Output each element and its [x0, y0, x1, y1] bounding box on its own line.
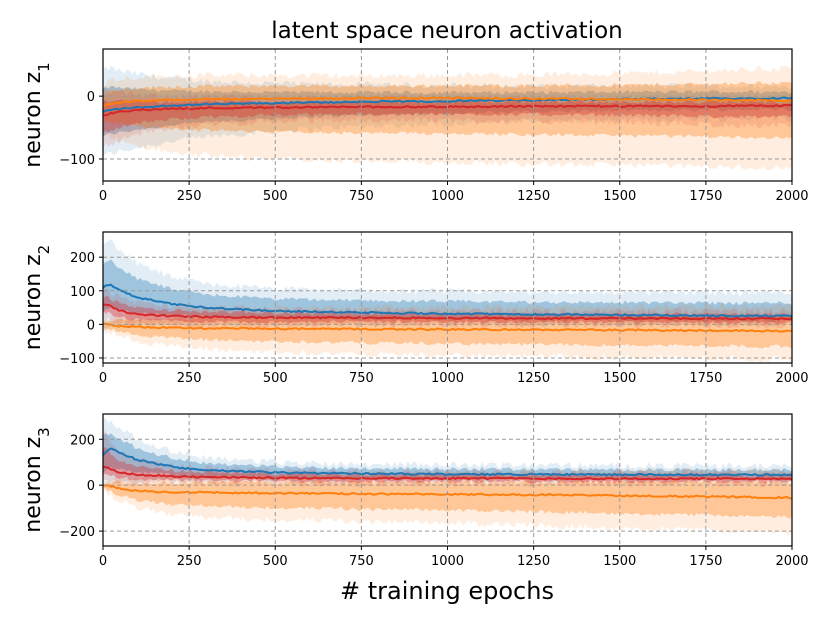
band-inner-orange	[103, 81, 792, 140]
x-tick-label: 1000	[431, 371, 464, 386]
panels: 0 250 500 750 1000 1250 1500 1750 20000−100neuro…	[21, 48, 809, 569]
x-tick-label: 750	[349, 189, 374, 204]
band-inner-red	[103, 446, 792, 484]
x-tick-label: 1000	[431, 554, 464, 569]
band-outer-blue	[103, 418, 792, 487]
panel-1: 0 250 500 750 1000 1250 1500 1750 2000 0 −100 neuro…	[21, 48, 809, 204]
y-axis-label: neuron z2	[21, 245, 53, 350]
series-line-blue	[103, 447, 792, 477]
x-tick-label: 2000	[775, 554, 808, 569]
y-axis-label: neuron z3	[21, 427, 53, 532]
x-tick-label: 750	[349, 554, 374, 569]
x-tick-label: 500	[263, 371, 288, 386]
chart-title: latent space neuron activation	[271, 18, 622, 44]
y-tick-label: 0	[87, 90, 95, 105]
series-line-orange	[103, 322, 792, 333]
band-outer-blue	[103, 66, 792, 158]
x-tick-label: 2000	[775, 371, 808, 386]
x-tick-label: 250	[177, 189, 202, 204]
x-tick-label: 1250	[517, 554, 550, 569]
x-tick-label: 0	[99, 189, 107, 204]
panel-2: 0 250 500 750 1000 1250 1500 1750 20002001000−10…	[21, 231, 809, 386]
x-tick-label: 250	[177, 554, 202, 569]
x-tick-label: 500	[263, 554, 288, 569]
band-inner-blue	[103, 433, 792, 481]
y-tick-label: 0	[87, 318, 95, 333]
x-tick-label: 1500	[603, 371, 636, 386]
x-tick-label: 2000	[775, 189, 808, 204]
y-tick-label: 0	[87, 479, 95, 494]
y-tick-label: 100	[70, 285, 95, 300]
x-tick-label: 500	[263, 189, 288, 204]
x-tick-label: 1500	[603, 554, 636, 569]
x-tick-label: 1750	[689, 554, 722, 569]
y-tick-label: −100	[59, 352, 95, 367]
y-axis-label: neuron z1	[21, 62, 53, 167]
series-line-blue	[103, 283, 792, 318]
x-tick-label: 0	[99, 554, 107, 569]
x-tick-label: 1500	[603, 189, 636, 204]
y-tick-label: 200	[70, 433, 95, 448]
x-tick-label: 1750	[689, 371, 722, 386]
x-tick-label: 750	[349, 371, 374, 386]
x-tick-label: 0	[99, 371, 107, 386]
x-tick-label: 1750	[689, 189, 722, 204]
band-inner-blue	[103, 259, 792, 323]
y-tick-label: 200	[70, 251, 95, 266]
series-line-orange	[103, 96, 792, 108]
x-tick-label: 1000	[431, 189, 464, 204]
x-tick-label: 250	[177, 371, 202, 386]
panel-3: 0 250 500 750 1000 1250 1500 1750 20002000−200ne…	[21, 413, 809, 569]
y-tick-label: −100	[59, 153, 95, 168]
x-axis-label: # training epochs	[340, 577, 554, 605]
y-tick-label: −200	[59, 525, 95, 540]
x-tick-label: 1250	[517, 371, 550, 386]
x-tick-label: 1250	[517, 189, 550, 204]
